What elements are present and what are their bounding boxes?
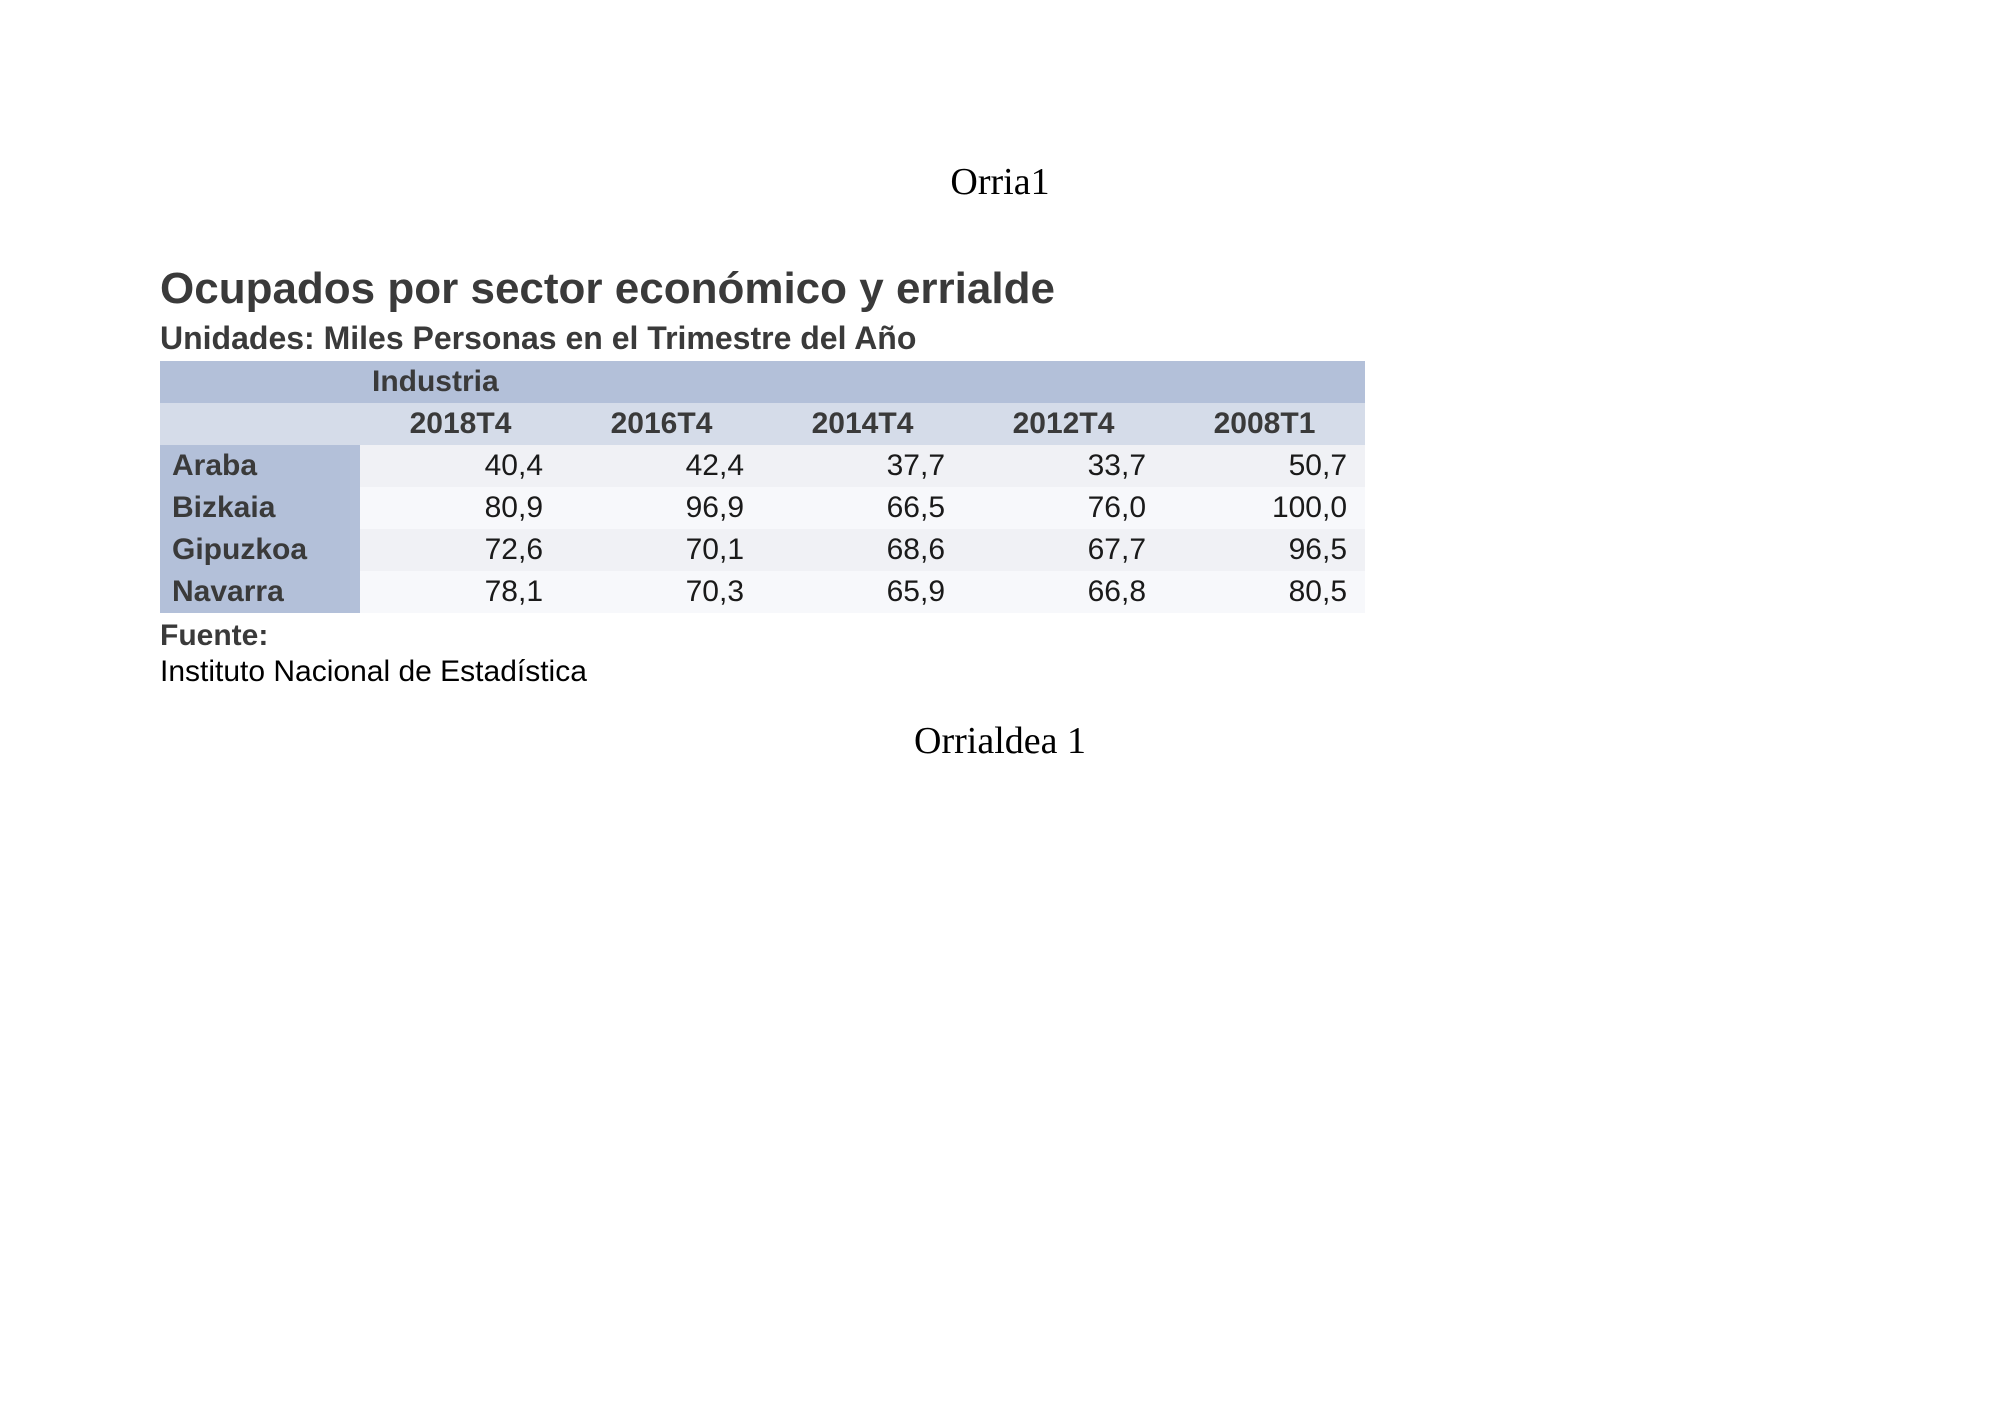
data-cell: 50,7 bbox=[1164, 445, 1365, 487]
data-cell: 67,7 bbox=[963, 529, 1164, 571]
source-label: Fuente: bbox=[160, 619, 1840, 653]
table-row: Bizkaia 80,9 96,9 66,5 76,0 100,0 bbox=[160, 487, 1365, 529]
data-cell: 70,3 bbox=[561, 571, 762, 613]
data-cell: 100,0 bbox=[1164, 487, 1365, 529]
data-cell: 78,1 bbox=[360, 571, 561, 613]
category-header: Industria bbox=[360, 361, 1365, 403]
data-cell: 80,5 bbox=[1164, 571, 1365, 613]
data-cell: 68,6 bbox=[762, 529, 963, 571]
row-label: Gipuzkoa bbox=[160, 529, 360, 571]
column-header: 2008T1 bbox=[1164, 403, 1365, 445]
table-title: Ocupados por sector económico y errialde bbox=[160, 264, 1840, 314]
data-cell: 70,1 bbox=[561, 529, 762, 571]
data-cell: 40,4 bbox=[360, 445, 561, 487]
data-cell: 65,9 bbox=[762, 571, 963, 613]
table-row: Navarra 78,1 70,3 65,9 66,8 80,5 bbox=[160, 571, 1365, 613]
data-cell: 37,7 bbox=[762, 445, 963, 487]
table-subtitle: Unidades: Miles Personas en el Trimestre… bbox=[160, 320, 1840, 357]
data-cell: 96,5 bbox=[1164, 529, 1365, 571]
page: Orria1 Ocupados por sector económico y e… bbox=[0, 160, 2000, 763]
row-label: Araba bbox=[160, 445, 360, 487]
content: Ocupados por sector económico y errialde… bbox=[160, 264, 1840, 689]
page-header: Orria1 bbox=[0, 160, 2000, 204]
data-table: Industria 2018T4 2016T4 2014T4 2012T4 20… bbox=[160, 361, 1365, 613]
column-header-blank bbox=[160, 403, 360, 445]
table-row: Araba 40,4 42,4 37,7 33,7 50,7 bbox=[160, 445, 1365, 487]
data-cell: 66,5 bbox=[762, 487, 963, 529]
data-cell: 66,8 bbox=[963, 571, 1164, 613]
column-header: 2012T4 bbox=[963, 403, 1164, 445]
category-header-row: Industria bbox=[160, 361, 1365, 403]
column-header: 2018T4 bbox=[360, 403, 561, 445]
data-cell: 72,6 bbox=[360, 529, 561, 571]
table-row: Gipuzkoa 72,6 70,1 68,6 67,7 96,5 bbox=[160, 529, 1365, 571]
column-headers-row: 2018T4 2016T4 2014T4 2012T4 2008T1 bbox=[160, 403, 1365, 445]
category-header-blank bbox=[160, 361, 360, 403]
source-body: Instituto Nacional de Estadística bbox=[160, 655, 1840, 689]
data-cell: 76,0 bbox=[963, 487, 1164, 529]
column-header: 2014T4 bbox=[762, 403, 963, 445]
data-cell: 42,4 bbox=[561, 445, 762, 487]
column-header: 2016T4 bbox=[561, 403, 762, 445]
row-label: Bizkaia bbox=[160, 487, 360, 529]
row-label: Navarra bbox=[160, 571, 360, 613]
data-cell: 80,9 bbox=[360, 487, 561, 529]
data-cell: 33,7 bbox=[963, 445, 1164, 487]
page-footer: Orrialdea 1 bbox=[0, 719, 2000, 763]
data-cell: 96,9 bbox=[561, 487, 762, 529]
